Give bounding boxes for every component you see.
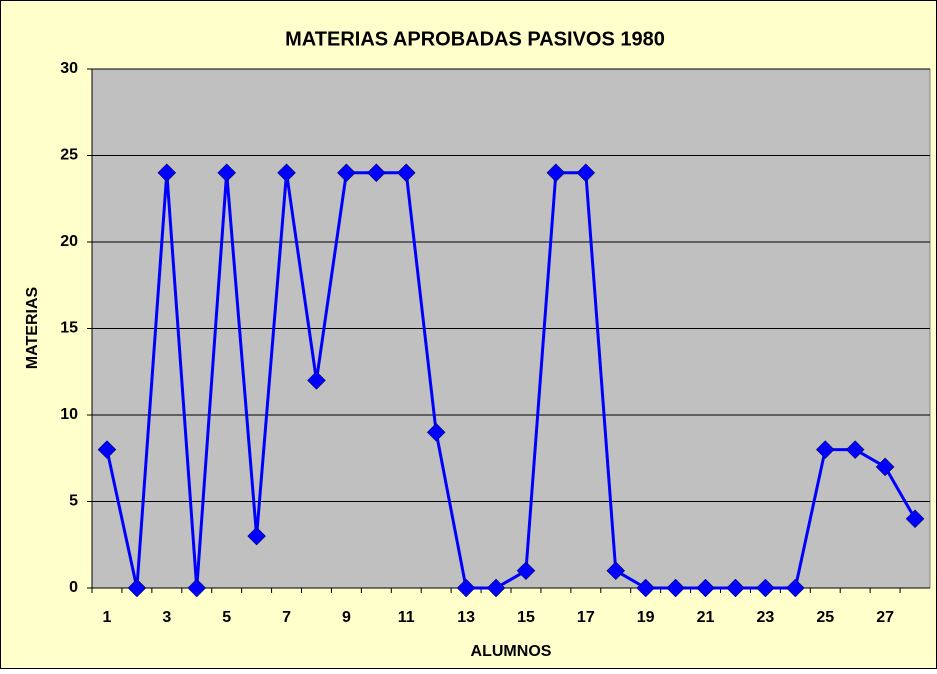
point-marker bbox=[845, 440, 865, 459]
point-marker bbox=[307, 371, 326, 390]
point-marker bbox=[726, 578, 745, 598]
x-tick-label: 21 bbox=[697, 609, 715, 626]
x-tick-label: 3 bbox=[162, 609, 171, 626]
point-marker bbox=[97, 440, 117, 459]
point-marker bbox=[546, 163, 566, 183]
x-tick-label: 19 bbox=[637, 609, 655, 626]
x-axis-label: ALUMNOS bbox=[471, 643, 552, 660]
point-marker bbox=[815, 440, 835, 459]
point-marker bbox=[456, 578, 476, 598]
point-marker bbox=[127, 578, 147, 598]
point-marker bbox=[576, 163, 596, 183]
point-marker bbox=[337, 163, 356, 183]
point-marker bbox=[187, 578, 207, 598]
x-tick-label: 11 bbox=[398, 609, 415, 626]
x-tick-label: 27 bbox=[876, 609, 894, 626]
x-tick-label: 23 bbox=[756, 609, 774, 626]
point-marker bbox=[396, 163, 416, 183]
y-tick-label: 30 bbox=[60, 60, 78, 77]
y-tick-label: 15 bbox=[60, 320, 78, 337]
x-tick-label: 25 bbox=[816, 609, 834, 626]
x-tick-label: 17 bbox=[577, 609, 595, 626]
point-marker bbox=[516, 561, 536, 581]
series-line bbox=[105, 171, 917, 590]
point-marker bbox=[696, 578, 715, 598]
y-tick-label: 20 bbox=[60, 233, 78, 250]
point-marker bbox=[426, 422, 446, 442]
x-tick-label: 7 bbox=[282, 609, 291, 626]
x-tick-label: 1 bbox=[103, 609, 112, 626]
y-tick-label: 25 bbox=[60, 147, 78, 164]
point-marker bbox=[756, 578, 775, 598]
point-marker bbox=[247, 526, 266, 546]
x-tick-label: 9 bbox=[342, 609, 351, 626]
point-marker bbox=[785, 578, 805, 598]
point-marker bbox=[666, 578, 685, 598]
x-tick-label: 13 bbox=[457, 609, 475, 626]
y-axis-label: MATERIAS bbox=[24, 286, 41, 369]
point-marker bbox=[157, 163, 177, 183]
x-tick-label: 15 bbox=[517, 609, 535, 626]
point-marker bbox=[875, 457, 895, 477]
point-marker bbox=[905, 509, 925, 529]
point-marker bbox=[217, 163, 237, 183]
y-tick-label: 0 bbox=[69, 579, 78, 596]
point-marker bbox=[486, 578, 506, 598]
chart-title: MATERIAS APROBADAS PASIVOS 1980 bbox=[285, 28, 665, 50]
point-marker bbox=[277, 163, 296, 183]
point-marker bbox=[366, 163, 386, 183]
point-marker bbox=[636, 578, 656, 598]
x-tick-label: 5 bbox=[222, 609, 231, 626]
y-tick-label: 5 bbox=[69, 493, 78, 510]
y-tick-label: 10 bbox=[60, 406, 78, 423]
point-marker bbox=[606, 561, 626, 581]
